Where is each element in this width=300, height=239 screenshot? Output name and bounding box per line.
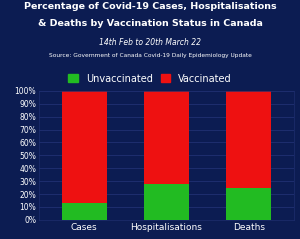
Text: 14th Feb to 20th March 22: 14th Feb to 20th March 22 xyxy=(99,38,201,47)
Legend: Unvaccinated, Vaccinated: Unvaccinated, Vaccinated xyxy=(66,72,234,86)
Text: Percentage of Covid-19 Cases, Hospitalisations: Percentage of Covid-19 Cases, Hospitalis… xyxy=(24,2,276,11)
Bar xyxy=(226,188,272,220)
Bar xyxy=(226,91,272,188)
Text: Source: Government of Canada Covid-19 Daily Epidemiology Update: Source: Government of Canada Covid-19 Da… xyxy=(49,53,251,58)
Text: & Deaths by Vaccination Status in Canada: & Deaths by Vaccination Status in Canada xyxy=(38,19,262,28)
Bar xyxy=(61,203,107,220)
Bar xyxy=(61,91,107,203)
Bar xyxy=(144,91,189,184)
Bar xyxy=(144,184,189,220)
